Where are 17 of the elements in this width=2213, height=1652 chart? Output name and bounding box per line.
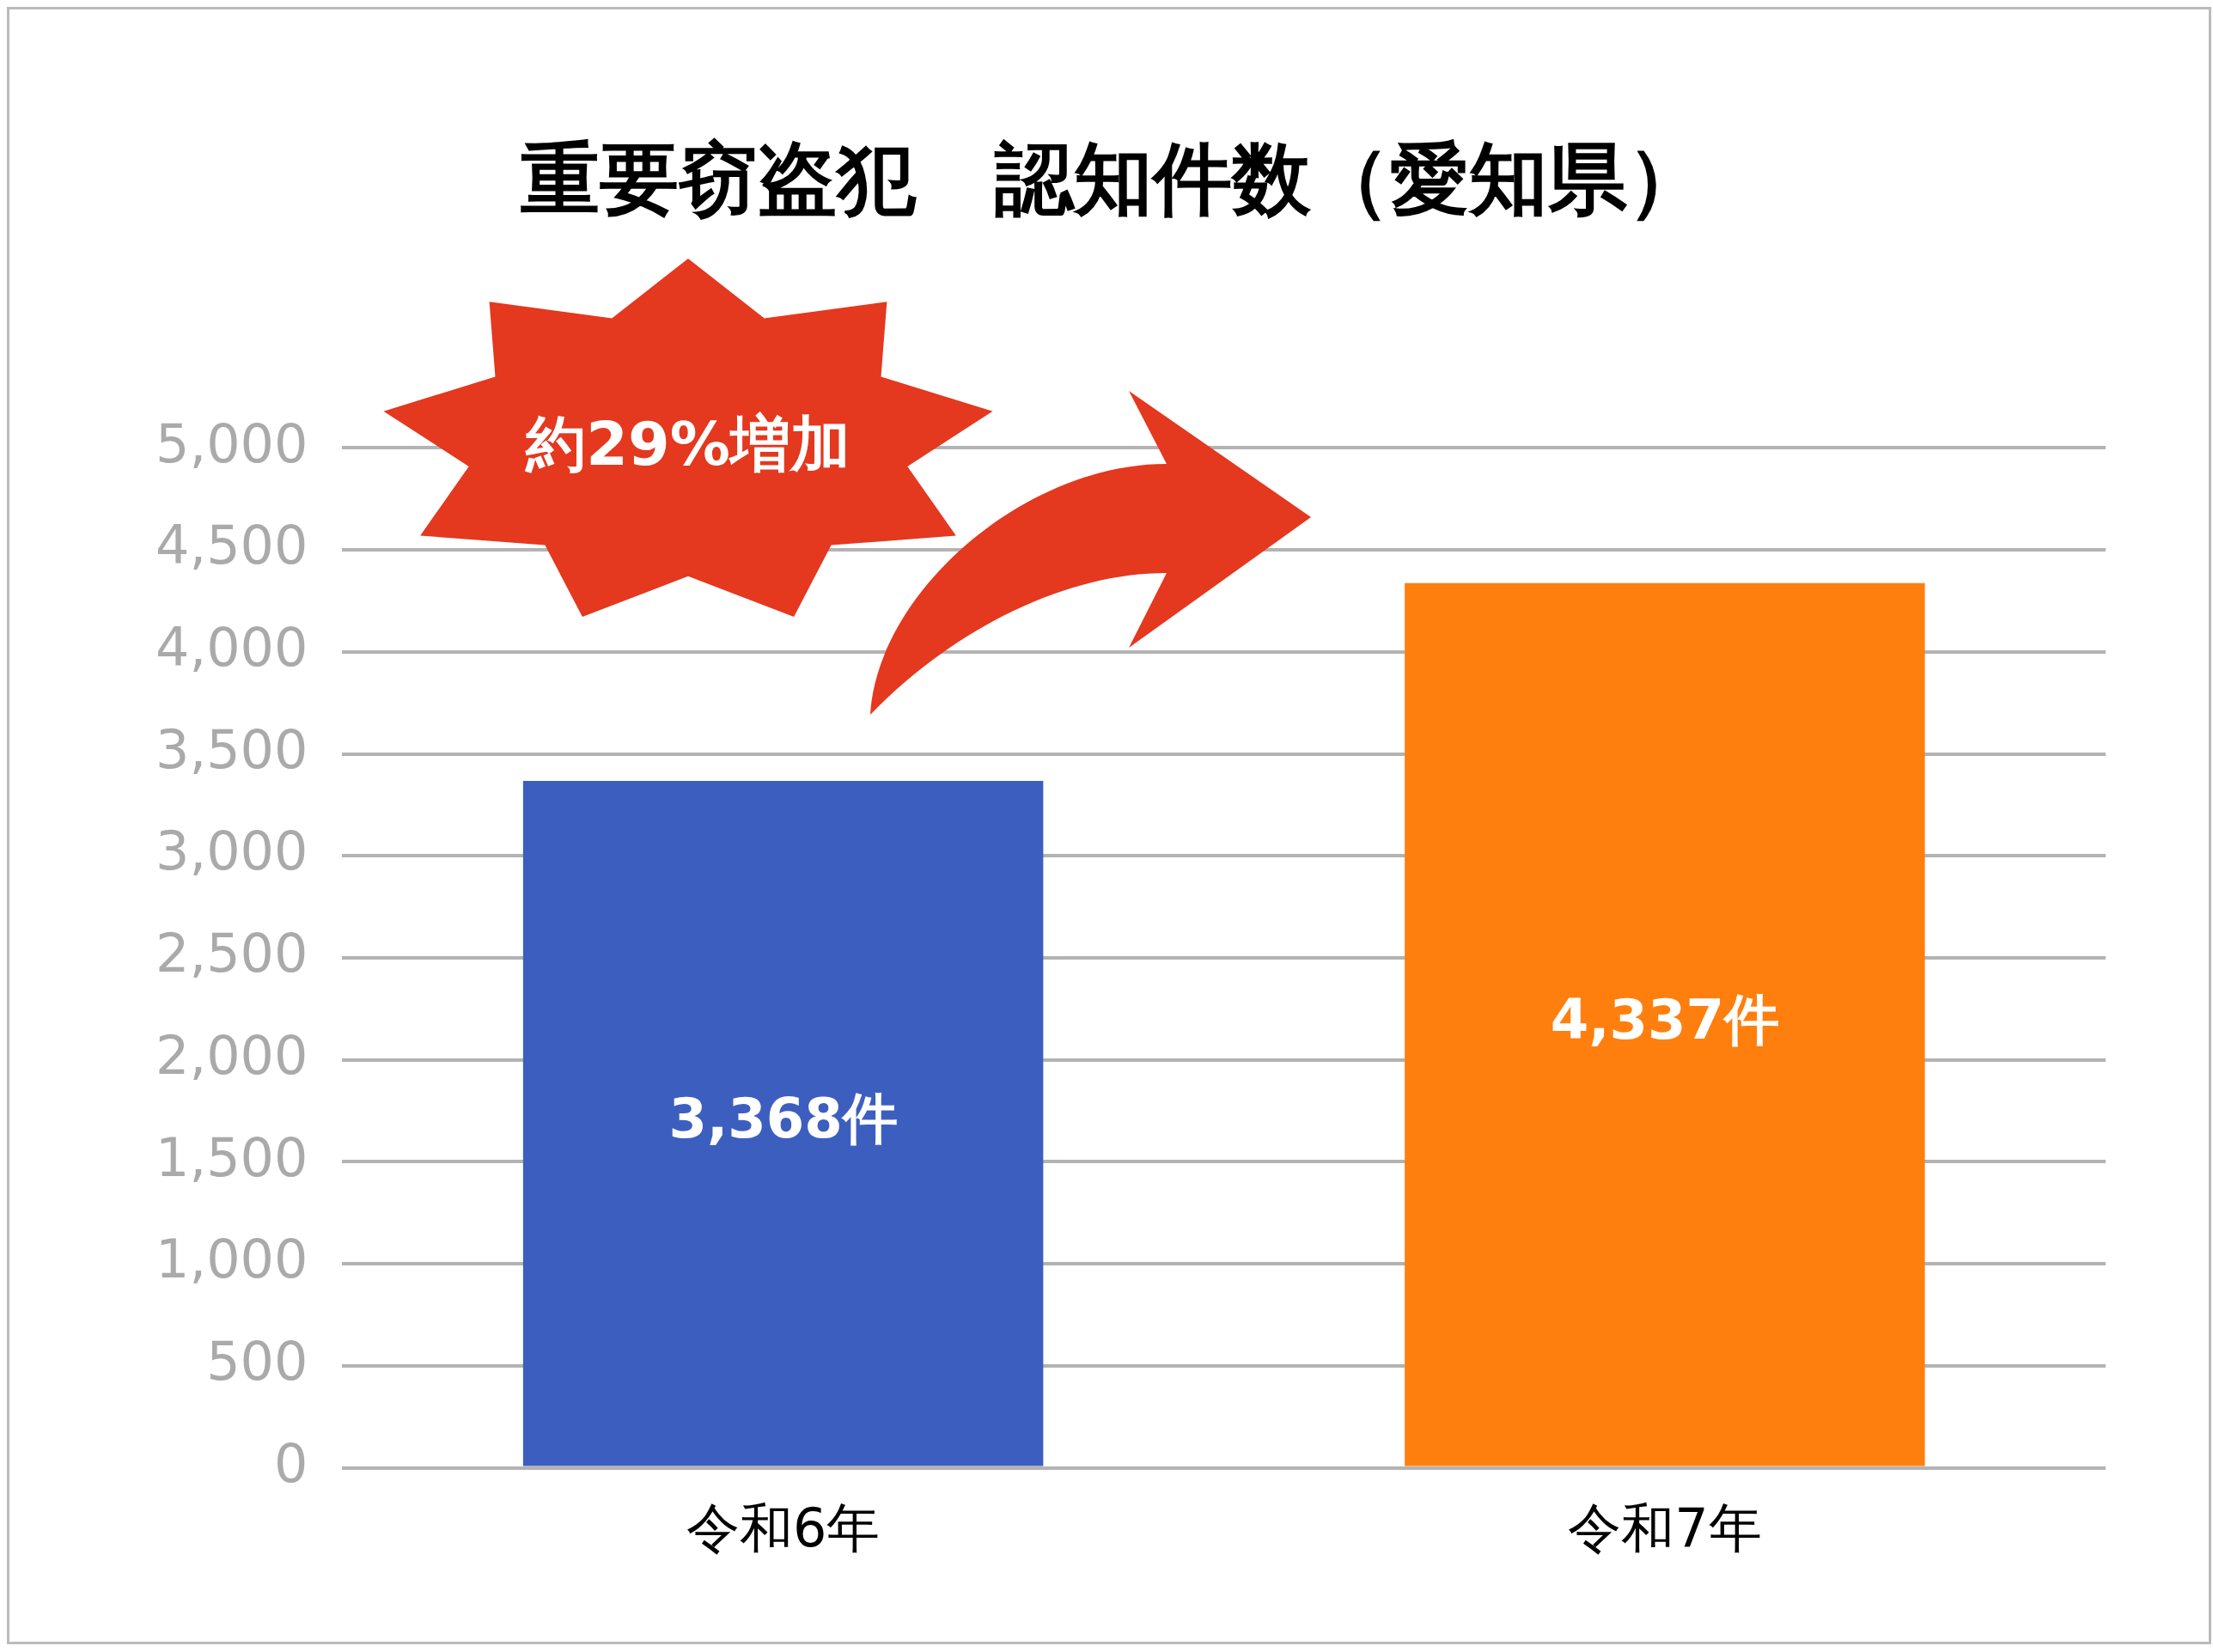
y-tick-label: 1,500 <box>155 1125 308 1189</box>
y-tick-label: 3,000 <box>155 820 308 883</box>
y-tick-label: 2,500 <box>155 922 308 985</box>
x-tick-label: 令和6年 <box>686 1496 881 1559</box>
data-label: 4,337件 <box>1550 988 1780 1052</box>
y-tick-label: 2,000 <box>155 1023 308 1087</box>
y-tick-label: 500 <box>206 1329 308 1393</box>
y-tick-label: 0 <box>274 1431 308 1495</box>
y-tick-label: 5,000 <box>155 411 308 475</box>
y-tick-label: 4,000 <box>155 615 308 679</box>
chart-title: 重要窃盗犯 認知件数（愛知県） <box>521 133 1706 226</box>
y-tick-label: 1,000 <box>155 1228 308 1291</box>
y-tick-label: 4,500 <box>155 514 308 577</box>
x-tick-label: 令和7年 <box>1568 1496 1762 1559</box>
data-label: 3,368件 <box>668 1087 898 1151</box>
y-tick-label: 3,500 <box>155 717 308 781</box>
annotation: 約29%増加 <box>524 408 851 481</box>
